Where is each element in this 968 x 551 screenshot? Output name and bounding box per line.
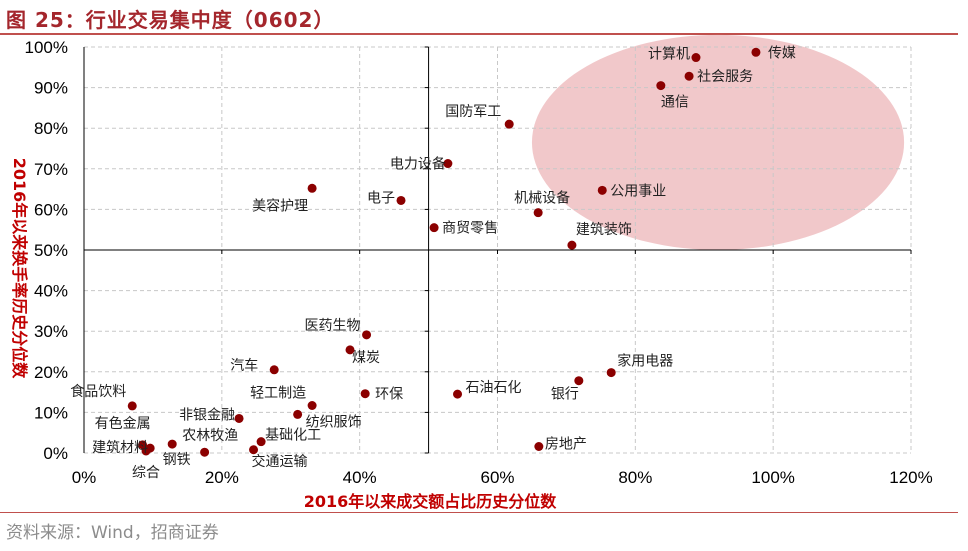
data-label: 通信 <box>661 95 689 111</box>
title-bar: 图 25：行业交易集中度（0602） <box>0 0 968 36</box>
data-point <box>167 439 177 449</box>
highlight-layer <box>531 34 905 250</box>
x-tick-label: 20% <box>205 468 239 487</box>
data-point <box>453 389 463 399</box>
data-point <box>141 446 151 456</box>
y-tick-label: 40% <box>34 282 68 301</box>
data-label: 轻工制造 <box>250 385 306 401</box>
y-tick-label: 90% <box>34 79 68 98</box>
y-tick-label: 50% <box>34 241 68 260</box>
y-tick-label: 70% <box>34 160 68 179</box>
data-label: 房地产 <box>545 437 587 453</box>
data-label: 交通运输 <box>252 453 308 470</box>
y-tick-label: 100% <box>25 38 68 57</box>
y-tick-label: 80% <box>34 119 68 138</box>
data-point <box>362 330 372 340</box>
data-point <box>533 208 543 218</box>
data-label: 商贸零售 <box>442 221 498 237</box>
y-tick-label: 0% <box>43 444 68 463</box>
y-tick-label: 20% <box>34 363 68 382</box>
data-label: 医药生物 <box>305 318 361 334</box>
source-divider <box>0 512 958 513</box>
data-label: 纺织服饰 <box>306 414 362 430</box>
data-label: 石油石化 <box>466 380 522 396</box>
data-label: 计算机 <box>648 47 690 63</box>
data-label: 银行 <box>551 387 579 403</box>
x-tick-label: 120% <box>889 468 932 487</box>
data-point <box>606 368 616 378</box>
data-point <box>534 442 544 452</box>
data-label: 有色金属 <box>95 415 151 432</box>
data-label: 钢铁 <box>163 452 191 468</box>
data-point <box>443 159 453 169</box>
title-divider <box>0 33 958 35</box>
data-point <box>249 445 259 455</box>
data-label: 电子 <box>367 190 395 206</box>
data-point <box>574 376 584 386</box>
data-point <box>429 223 439 233</box>
y-tick-label: 30% <box>34 322 68 341</box>
data-point <box>307 183 317 193</box>
data-point <box>256 437 266 447</box>
data-label: 机械设备 <box>514 190 570 207</box>
data-label: 农林牧渔 <box>182 428 238 444</box>
axis-layer: 0% 10% 20% 30% 40% 50% 60% 70% 80% 90% 100% 0% 20% 40… <box>25 38 933 487</box>
data-point <box>200 447 210 457</box>
x-axis-title: 2016年以来成交额占比历史分位数 <box>304 492 558 511</box>
data-point <box>751 47 761 57</box>
data-label: 汽车 <box>230 357 258 374</box>
data-label: 美容护理 <box>252 197 308 214</box>
y-axis-title: 2016年以来换手率历史分位数 <box>10 158 29 380</box>
data-label: 基础化工 <box>265 427 321 444</box>
chart-title: 图 25：行业交易集中度（0602） <box>6 8 335 32</box>
data-label: 食品饮料 <box>70 383 126 400</box>
data-label: 环保 <box>375 387 403 403</box>
data-point <box>345 345 355 355</box>
x-tick-label: 80% <box>618 468 652 487</box>
data-point <box>684 71 694 81</box>
data-point <box>567 240 577 250</box>
source-note: 资料来源：Wind，招商证券 <box>6 523 219 543</box>
data-point <box>691 53 701 63</box>
data-label: 国防军工 <box>445 104 501 120</box>
data-label: 非银金融 <box>179 407 235 423</box>
x-tick-label: 60% <box>480 468 514 487</box>
y-tick-label: 10% <box>34 403 68 422</box>
y-tick-label: 60% <box>34 200 68 219</box>
data-point <box>504 119 514 129</box>
highlight-ellipse <box>531 34 905 250</box>
data-point <box>269 365 279 375</box>
data-label: 公用事业 <box>610 183 666 199</box>
data-label: 传媒 <box>768 45 796 61</box>
point-layer <box>127 47 761 457</box>
data-label: 煤炭 <box>352 350 380 366</box>
data-label: 社会服务 <box>697 69 753 85</box>
data-point <box>307 400 317 410</box>
data-point <box>360 389 370 399</box>
data-point <box>234 413 244 423</box>
data-label: 综合 <box>132 465 160 481</box>
data-label: 建筑材料 <box>92 440 148 456</box>
data-point <box>293 409 303 419</box>
x-tick-label: 0% <box>72 468 97 487</box>
data-point <box>396 195 406 205</box>
data-label: 建筑装饰 <box>576 222 632 238</box>
data-point <box>597 185 607 195</box>
data-point <box>127 401 137 411</box>
data-label: 家用电器 <box>617 353 673 370</box>
x-tick-label: 100% <box>751 468 794 487</box>
data-label: 电力设备 <box>390 156 446 173</box>
x-tick-label: 40% <box>343 468 377 487</box>
data-point <box>656 81 666 91</box>
